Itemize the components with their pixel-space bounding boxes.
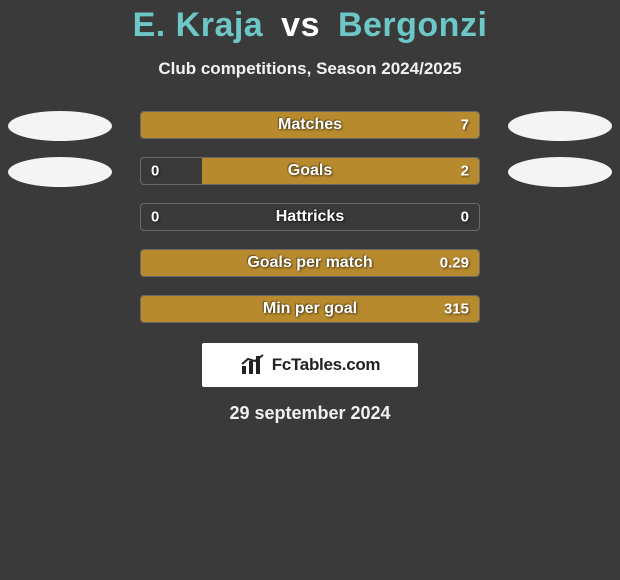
stat-row: 7Matches — [0, 111, 620, 141]
stat-bar: 02Goals — [140, 157, 480, 185]
subtitle: Club competitions, Season 2024/2025 — [0, 59, 620, 79]
bar-right-fill — [141, 250, 479, 276]
stat-bar: 7Matches — [140, 111, 480, 139]
stat-left-value: 0 — [151, 163, 159, 180]
brand-text: FcTables.com — [272, 355, 381, 375]
bar-left-fill — [141, 112, 479, 138]
team-left-logo — [8, 157, 112, 187]
stat-bar: 0 0Hattricks — [140, 203, 480, 231]
bar-right-fill — [141, 296, 479, 322]
comparison-card: E. Kraja vs Bergonzi Club competitions, … — [0, 0, 620, 424]
stat-right-value: 0.29 — [440, 255, 469, 272]
stat-row: 0.29Goals per match — [0, 249, 620, 279]
brand-chart-icon — [240, 354, 266, 376]
vs-label: vs — [281, 6, 320, 44]
stat-right-value: 0 — [461, 209, 469, 226]
stat-right-value: 315 — [444, 301, 469, 318]
stat-row: 0 0Hattricks — [0, 203, 620, 233]
page-title: E. Kraja vs Bergonzi — [0, 6, 620, 45]
team-right-logo — [508, 157, 612, 187]
stat-right-value: 7 — [461, 117, 469, 134]
team-right-logo — [508, 111, 612, 141]
stat-label: Hattricks — [141, 208, 479, 226]
stat-left-value: 0 — [151, 209, 159, 226]
bar-right-fill — [202, 158, 479, 184]
stat-row: 02Goals — [0, 157, 620, 187]
stat-bar: 0.29Goals per match — [140, 249, 480, 277]
stat-bar: 315Min per goal — [140, 295, 480, 323]
team-left-logo — [8, 111, 112, 141]
stats-rows: 7Matches02Goals00Hattricks0.29Goals per … — [0, 111, 620, 325]
date-label: 29 september 2024 — [0, 403, 620, 424]
player1-name: E. Kraja — [133, 6, 264, 44]
stat-right-value: 2 — [461, 163, 469, 180]
stat-row: 315Min per goal — [0, 295, 620, 325]
brand-badge[interactable]: FcTables.com — [202, 343, 418, 387]
player2-name: Bergonzi — [338, 6, 487, 44]
